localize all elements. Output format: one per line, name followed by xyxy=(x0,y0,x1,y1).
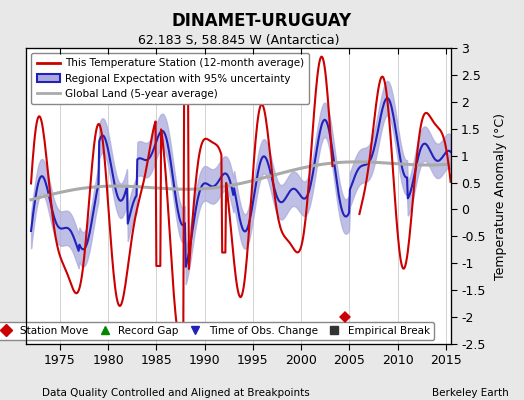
Text: DINAMET-URUGUAY: DINAMET-URUGUAY xyxy=(172,12,352,30)
Text: Data Quality Controlled and Aligned at Breakpoints: Data Quality Controlled and Aligned at B… xyxy=(42,388,310,398)
Legend: Station Move, Record Gap, Time of Obs. Change, Empirical Break: Station Move, Record Gap, Time of Obs. C… xyxy=(0,322,434,340)
Text: Berkeley Earth: Berkeley Earth xyxy=(432,388,508,398)
Title: 62.183 S, 58.845 W (Antarctica): 62.183 S, 58.845 W (Antarctica) xyxy=(138,34,339,47)
Y-axis label: Temperature Anomaly (°C): Temperature Anomaly (°C) xyxy=(494,112,507,280)
